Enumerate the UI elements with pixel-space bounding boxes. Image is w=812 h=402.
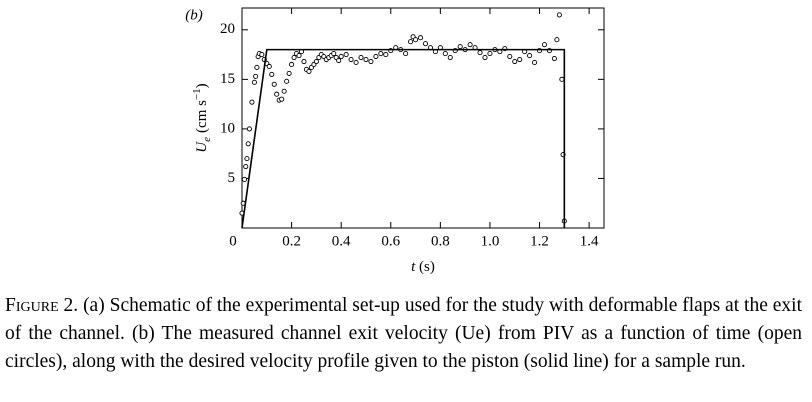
data-point: [244, 156, 250, 162]
y-axis-label: Ue (cm s−1): [191, 83, 213, 152]
data-point: [266, 63, 272, 70]
panel-label: (b): [185, 7, 203, 23]
y-label-close: ): [194, 83, 210, 88]
y-tick-label: 10: [220, 120, 235, 136]
data-point: [249, 99, 255, 105]
data-point: [422, 41, 429, 47]
data-point: [408, 39, 414, 45]
caption: Figure 2. (a) Schematic of the experimen…: [5, 292, 802, 376]
data-point: [348, 56, 354, 63]
data-point: [243, 164, 249, 170]
y-tick-label: 5: [228, 170, 236, 186]
y-label-unit: (cm s: [194, 100, 210, 133]
data-point: [241, 176, 248, 182]
data-point: [306, 68, 312, 74]
data-point: [363, 56, 369, 63]
caption-label: Figure 2.: [5, 295, 79, 316]
x-tick-label: 1.4: [580, 233, 599, 249]
data-point: [383, 52, 389, 58]
x-tick-label: 1.2: [530, 233, 549, 249]
data-point: [541, 42, 548, 48]
x-tick-label: 0.2: [282, 233, 301, 249]
data-point: [281, 88, 287, 94]
x-tick-label: 1.0: [481, 233, 500, 249]
data-point: [336, 57, 342, 64]
y-label-subscript: e: [201, 137, 213, 142]
data-point: [301, 58, 307, 65]
data-point: [551, 55, 557, 62]
data-point: [487, 51, 493, 57]
data-point: [259, 52, 265, 58]
x-label-symbol: t: [411, 259, 416, 275]
data-point: [245, 141, 251, 147]
data-point: [417, 35, 424, 41]
data-point: [442, 51, 448, 57]
y-label-exponent: −1: [191, 88, 203, 100]
data-point: [447, 54, 453, 61]
data-point: [246, 126, 252, 132]
data-point: [313, 58, 319, 65]
data-point: [517, 56, 523, 63]
y-tick-label: 15: [220, 71, 235, 87]
data-point: [527, 53, 533, 59]
plot-frame: [241, 7, 605, 229]
data-point: [507, 54, 513, 60]
data-point: [403, 51, 409, 57]
x-tick-label: 0: [229, 233, 237, 249]
data-point: [373, 54, 379, 60]
data-point: [477, 50, 483, 56]
x-tick-label: 0.4: [332, 233, 351, 249]
data-point: [532, 59, 538, 66]
data-point: [457, 44, 463, 50]
x-axis-label: t (s): [411, 259, 435, 275]
data-point: [274, 91, 280, 97]
data-point: [253, 73, 259, 79]
profile-line: [241, 48, 566, 229]
data-point: [413, 37, 419, 43]
data-point: [284, 78, 290, 84]
data-point: [291, 54, 297, 61]
data-point: [338, 54, 344, 60]
data-point: [331, 51, 337, 57]
data-point: [554, 37, 560, 43]
data-point: [286, 70, 292, 76]
data-point: [269, 71, 275, 77]
data-point: [358, 54, 364, 61]
data-point: [559, 76, 565, 82]
data-point: [368, 58, 374, 65]
x-label-unit: (s): [419, 259, 435, 275]
data-point: [251, 79, 257, 85]
x-tick-label: 0.6: [381, 233, 400, 249]
data-point: [353, 59, 359, 66]
data-point: [279, 96, 285, 102]
caption-text: (a) Schematic of the experimental set-up…: [5, 295, 802, 372]
data-point: [254, 64, 260, 71]
y-label-symbol: U: [194, 141, 210, 153]
data-point: [512, 58, 518, 65]
data-point: [556, 12, 562, 18]
data-point: [271, 81, 277, 87]
data-point: [482, 54, 488, 61]
data-point: [378, 51, 384, 57]
x-tick-label: 0.8: [431, 233, 450, 249]
y-tick-label: 20: [220, 21, 235, 37]
data-point: [289, 61, 295, 68]
data-point: [343, 52, 349, 58]
data-point: [467, 42, 473, 48]
data-point: [296, 53, 302, 59]
chart: (b) t (s) Ue (cm s−1) 0 0.2 0.4 0.6 0.8 1.0 1.2…: [185, 7, 605, 275]
